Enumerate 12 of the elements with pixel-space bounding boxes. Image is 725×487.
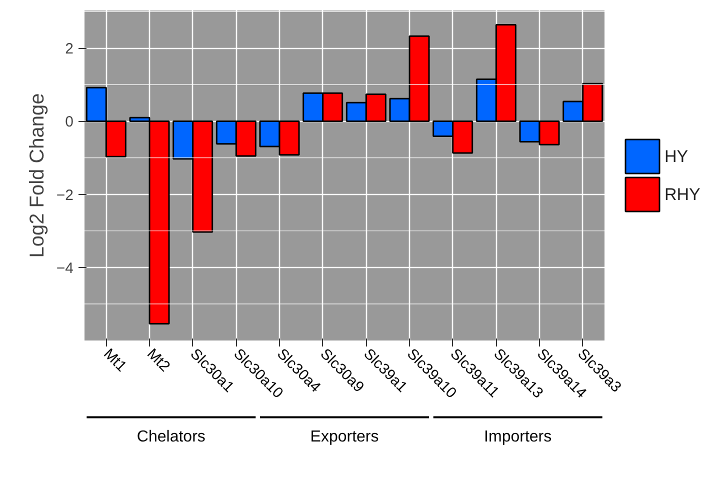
y-tick-label: −2 [56,186,74,204]
y-axis-title: Log2 Fold Change [26,93,48,258]
text: Exporters [310,428,379,446]
x-tick-label: Mt1 [100,345,130,376]
text: Importers [484,428,552,446]
y-tick-label: 2 [65,40,74,58]
y-tick-label: 0 [65,114,74,131]
y-tick-label: −4 [56,260,74,277]
x-tick-label: Mt2 [143,345,174,376]
legend-label: HY [664,147,688,166]
legend-label: RHY [664,185,700,204]
text: Chelators [136,428,206,446]
